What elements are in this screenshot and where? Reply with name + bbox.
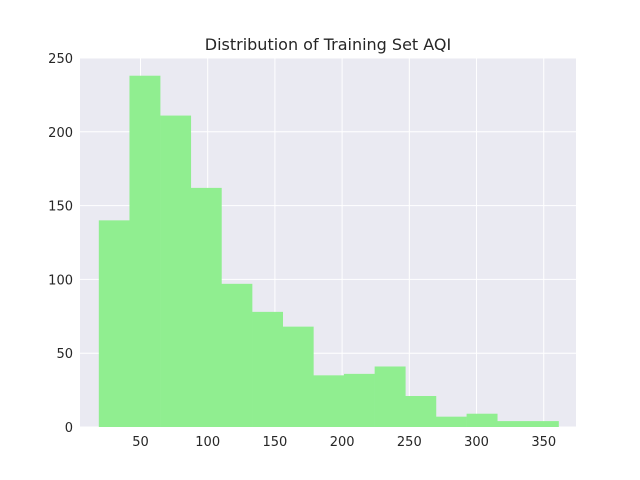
histogram-bar xyxy=(527,421,559,427)
chart-title: Distribution of Training Set AQI xyxy=(205,35,452,54)
histogram-bar xyxy=(466,413,498,427)
x-tick-label: 250 xyxy=(397,435,422,450)
x-tick-label: 200 xyxy=(330,435,355,450)
histogram-bar xyxy=(435,416,467,427)
histogram-bar xyxy=(252,311,284,427)
histogram-bars xyxy=(98,75,559,428)
x-tick-label: 350 xyxy=(531,435,556,450)
x-tick-label: 300 xyxy=(464,435,489,450)
y-tick-label: 150 xyxy=(48,200,73,215)
y-tick-label: 0 xyxy=(65,421,73,436)
histogram-bar xyxy=(282,326,314,427)
histogram-bar xyxy=(98,220,130,427)
histogram-bar xyxy=(497,421,529,427)
y-tick-label: 250 xyxy=(48,52,73,67)
histogram-bar xyxy=(190,187,222,427)
histogram-bar xyxy=(374,366,406,427)
histogram-bar xyxy=(313,375,345,427)
x-tick-label: 50 xyxy=(132,435,149,450)
histogram-bar xyxy=(405,396,437,427)
y-tick-label: 200 xyxy=(48,126,73,141)
histogram-bar xyxy=(343,373,375,427)
y-tick-label: 100 xyxy=(48,273,73,288)
x-axis-tick-labels: 50 100 150 200 250 300 350 xyxy=(132,435,556,450)
x-tick-label: 150 xyxy=(262,435,287,450)
y-axis-tick-labels: 0 50 100 150 200 250 xyxy=(48,52,73,436)
histogram-bar xyxy=(129,75,161,427)
y-tick-label: 50 xyxy=(56,347,73,362)
histogram-bar xyxy=(160,115,192,428)
histogram-bar xyxy=(221,283,253,427)
x-tick-label: 100 xyxy=(195,435,220,450)
